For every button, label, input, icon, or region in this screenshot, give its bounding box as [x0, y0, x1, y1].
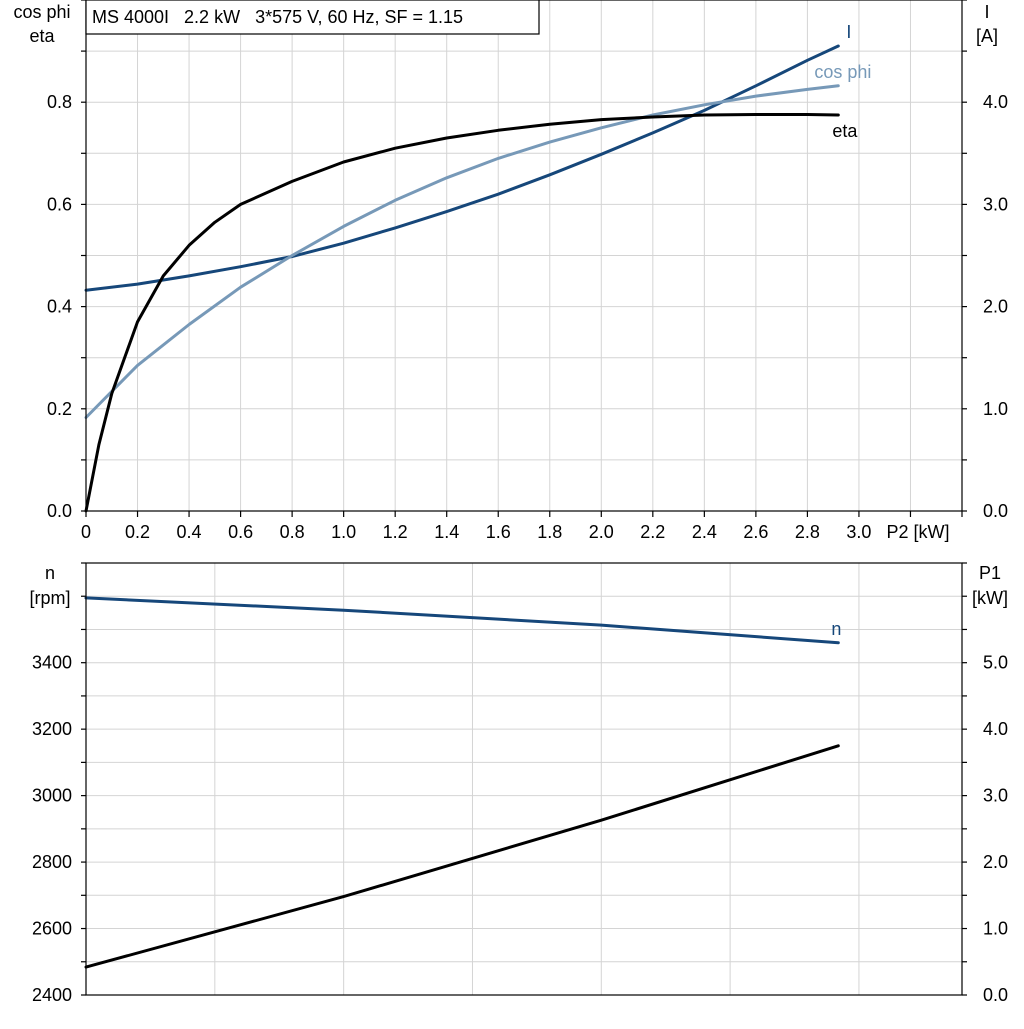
- left-y-tick-label: 0.6: [47, 194, 72, 214]
- x-tick-label: 1.6: [486, 522, 511, 542]
- bottom-tick-labels: 2400 2600 2800 3000 3200 3400 0.0 1.0 2.0 3.0 4.0 5…: [32, 653, 1008, 1005]
- right-y-tick-label: 4.0: [983, 92, 1008, 112]
- x-tick-label: 2.2: [640, 522, 665, 542]
- left-y-tick-label: 0.4: [47, 297, 72, 317]
- x-tick-label: 2.6: [743, 522, 768, 542]
- x-tick-label: 3.0: [846, 522, 871, 542]
- series-label-eta: eta: [832, 121, 858, 141]
- x-tick-label: 0.2: [125, 522, 150, 542]
- chart-title-box: [85, 0, 540, 35]
- speed-tick-label: 3000: [32, 786, 72, 806]
- p1-tick-label: 2.0: [983, 852, 1008, 872]
- series-line-i: [84, 44, 840, 292]
- p1-tick-label: 4.0: [983, 719, 1008, 739]
- p1-tick-label: 1.0: [983, 919, 1008, 939]
- axis-title-line: P1: [979, 563, 1001, 583]
- series-label-n: n: [831, 619, 841, 639]
- x-tick-label: 1.0: [331, 522, 356, 542]
- series-line-eta: [84, 113, 840, 513]
- axis-title-line: n: [45, 563, 55, 583]
- speed-tick-label: 3400: [32, 653, 72, 673]
- x-tick-label: 0: [81, 522, 91, 542]
- p1-tick-label: 0.0: [983, 985, 1008, 1005]
- series-label-cos-phi: cos phi: [814, 62, 871, 82]
- right-y-tick-label: 3.0: [983, 194, 1008, 214]
- x-tick-label: 0.6: [228, 522, 253, 542]
- right-y-tick-label: 1.0: [983, 399, 1008, 419]
- series-line-p1: [84, 744, 840, 969]
- axis-title-line: [A]: [976, 26, 998, 46]
- series-line-cos-phi: [84, 84, 840, 419]
- axis-title-line: I: [984, 2, 989, 22]
- p1-tick-label: 3.0: [983, 786, 1008, 806]
- axis-title-line: cos phi: [13, 2, 70, 22]
- x-tick-label: 1.8: [537, 522, 562, 542]
- axis-title-line: [kW]: [972, 588, 1008, 608]
- bottom-ticks: [81, 562, 967, 996]
- left-axis-title-speed: n [rpm]: [29, 563, 70, 608]
- x-axis-title: P2 [kW]: [886, 522, 949, 542]
- speed-tick-label: 2400: [32, 985, 72, 1005]
- x-tick-label: 0.4: [177, 522, 202, 542]
- right-y-tick-label: 2.0: [983, 297, 1008, 317]
- speed-tick-label: 3200: [32, 719, 72, 739]
- x-tick-label: 1.2: [383, 522, 408, 542]
- x-tick-label: 2.0: [589, 522, 614, 542]
- series-line-n: [84, 596, 840, 645]
- right-axis-title-p1: P1 [kW]: [972, 563, 1008, 608]
- left-axis-title-cosphi-eta: cos phi eta: [13, 2, 70, 46]
- x-tick-label: 0.8: [280, 522, 305, 542]
- x-tick-label: 1.4: [434, 522, 459, 542]
- axis-title-line: eta: [29, 26, 55, 46]
- left-y-tick-label: 0.2: [47, 399, 72, 419]
- p1-tick-label: 5.0: [983, 653, 1008, 673]
- top-tick-labels: 0 0.2 0.4 0.6 0.8 1.0 1.2 1.4 1.6 1.8 2.0 2.2 2.4 2.6…: [47, 92, 1008, 542]
- top-plot-frame: [85, 0, 963, 512]
- right-y-tick-label: 0.0: [983, 501, 1008, 521]
- bottom-panel: n 2400 2600 2800 3000 3200 3400 0.0 1.0 2.0 3.0 4.…: [29, 562, 1008, 1005]
- axis-title-line: [rpm]: [29, 588, 70, 608]
- bottom-plot-frame: [85, 562, 963, 996]
- chart-title: MS 4000I 2.2 kW 3*575 V, 60 Hz, SF = 1.1…: [92, 7, 463, 27]
- right-axis-title-current: I [A]: [976, 2, 998, 46]
- x-tick-label: 2.8: [795, 522, 820, 542]
- speed-tick-label: 2800: [32, 852, 72, 872]
- speed-tick-label: 2600: [32, 919, 72, 939]
- left-y-tick-label: 0.8: [47, 92, 72, 112]
- series-label-i: I: [846, 22, 851, 42]
- x-tick-label: 2.4: [692, 522, 717, 542]
- bottom-curves: n: [84, 596, 841, 969]
- left-y-tick-label: 0.0: [47, 501, 72, 521]
